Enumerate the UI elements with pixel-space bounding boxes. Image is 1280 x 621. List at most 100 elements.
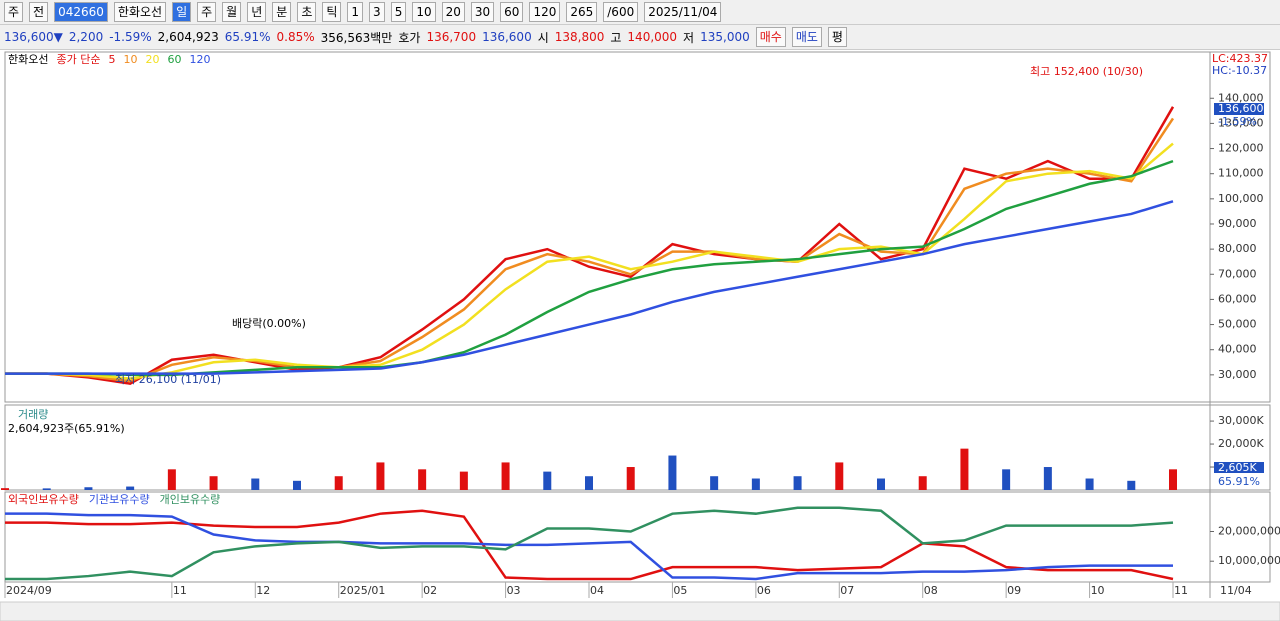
x-tick-label: 12 <box>256 584 270 597</box>
series-line <box>5 200 1174 375</box>
volume-bar <box>1085 478 1094 490</box>
y-tick-label: 100,000 <box>1218 192 1264 205</box>
lc-label: LC:423.37 <box>1212 52 1268 65</box>
toolbar-button[interactable]: 틱 <box>322 2 342 22</box>
series-line <box>5 506 1174 581</box>
series-line <box>5 117 1175 383</box>
toolbar-button[interactable]: 2025/11/04 <box>644 2 722 22</box>
legend-entry: 20 <box>145 53 159 66</box>
current-change: -1.59% <box>1218 115 1257 128</box>
toolbar-button[interactable]: 5 <box>390 2 407 22</box>
panel-title: 거래량 <box>18 408 48 421</box>
toolbar-text: 고 <box>610 30 622 45</box>
legend-entry: 5 <box>108 53 115 66</box>
toolbar-button[interactable]: 주 <box>197 2 217 22</box>
toolbar-button[interactable]: 년 <box>247 2 267 22</box>
volume-bar <box>418 469 427 490</box>
y-tick-label: 30,000K <box>1218 414 1264 427</box>
toolbar-text: 356,563백만 <box>320 30 393 45</box>
series-line <box>5 509 1174 581</box>
y-tick-label: 140,000 <box>1218 91 1264 104</box>
y-tick-label: 70,000 <box>1218 267 1257 280</box>
toolbar-top: 주 전 042660 한화오선 일 주 월 년 분 초 틱 1 3 5 10 20 30 60 120 265/600… <box>0 0 1280 25</box>
toolbar-button[interactable]: 매도 <box>791 27 822 47</box>
x-tick-label: 07 <box>840 584 854 597</box>
toolbar-button[interactable]: 3 <box>369 2 385 22</box>
y-tick-label: 20,000,000 <box>1218 525 1280 538</box>
toolbar-text: 2,604,923 <box>157 30 219 44</box>
toolbar-button[interactable]: 분 <box>272 2 292 22</box>
y-tick-label: 60,000 <box>1218 292 1257 305</box>
scrollbar <box>0 601 1280 621</box>
toolbar-button[interactable]: 1 <box>347 2 364 22</box>
panel-subtitle: 2,604,923주(65.91%) <box>8 422 125 435</box>
x-tick-label: 08 <box>924 584 938 597</box>
series-line <box>5 142 1174 380</box>
toolbar-button[interactable]: 60 <box>500 2 524 22</box>
last-volume-pct: 65.91% <box>1218 475 1260 488</box>
volume-bar <box>918 476 927 490</box>
legend-entry: 외국인보유수량 <box>8 493 79 506</box>
y-tick-label: 120,000 <box>1218 142 1264 155</box>
toolbar-button[interactable]: /600 <box>603 2 639 22</box>
volume-bar <box>376 462 385 490</box>
volume-bar <box>668 455 677 490</box>
legend-text: 종가 단순 <box>56 53 100 66</box>
y-tick-label: 130,000 <box>1218 116 1264 129</box>
y-tick-label: 50,000 <box>1218 318 1257 331</box>
toolbar-button[interactable]: 전 <box>29 2 49 22</box>
volume-bar <box>626 467 635 490</box>
toolbar-button[interactable]: 주 <box>4 2 24 22</box>
x-tick-label: 11 <box>173 584 187 597</box>
volume-bar <box>126 486 135 490</box>
legend-entry: 60 <box>167 53 181 66</box>
toolbar-button[interactable]: 20 <box>441 2 465 22</box>
legend-text: 한화오선 <box>8 53 48 66</box>
chart: 30,000 40,000 50,000 60,000 70,000 80,000 90,0… <box>0 51 1280 621</box>
toolbar-button[interactable]: 월 <box>222 2 242 22</box>
volume-bar <box>1 488 9 490</box>
toolbar-text: 138,800 <box>554 30 605 44</box>
volume-bar <box>793 476 802 490</box>
volume-bar <box>1043 467 1052 490</box>
volume-bar <box>960 448 969 490</box>
legend-entry: 120 <box>189 53 210 66</box>
toolbar-button[interactable]: 평 <box>827 27 847 47</box>
toolbar-button[interactable]: 265 <box>566 2 598 22</box>
volume-bar <box>877 478 885 490</box>
toolbar-button[interactable]: 30 <box>470 2 495 22</box>
x-tick-label: 02 <box>423 584 437 597</box>
high-label: 최고 152,400 (10/30) <box>1030 65 1143 78</box>
toolbar-text: 2,200 <box>68 30 104 44</box>
y-tick-label: 110,000 <box>1218 167 1264 180</box>
toolbar-quote: 136,600▼ 2,200 -1.59% 2,604,923 65.91% 0.85% 3… <box>0 25 1280 50</box>
toolbar-text: 136,600 <box>482 30 532 44</box>
toolbar-button[interactable]: 042660 <box>54 2 108 22</box>
x-tick-label: 2024/09 <box>6 584 52 597</box>
y-tick-label: 40,000 <box>1218 343 1257 356</box>
y-tick-label: 80,000 <box>1218 242 1257 255</box>
toolbar-button[interactable]: 매수 <box>755 27 786 47</box>
toolbar-text: -1.59% <box>109 30 152 44</box>
volume-bar <box>209 476 218 490</box>
dividend-label: 배당락(0.00%) <box>232 317 306 330</box>
toolbar-button[interactable]: 10 <box>412 2 436 22</box>
toolbar-button[interactable]: 120 <box>529 2 561 22</box>
toolbar-button[interactable]: 한화오선 <box>113 2 167 22</box>
last-volume: 2,605K <box>1218 461 1257 474</box>
x-tick-label: 10 <box>1091 584 1105 597</box>
y-tick-label: 90,000 <box>1218 217 1257 230</box>
x-tick-label: 04 <box>590 584 604 597</box>
date-label: 11/04 <box>1220 584 1252 597</box>
volume-bar <box>334 476 343 490</box>
volume-bar <box>543 471 552 490</box>
y-tick-label: 20,000K <box>1218 437 1264 450</box>
last-volume-box <box>1214 462 1264 473</box>
volume-bar <box>710 476 719 490</box>
volume-bar <box>585 476 593 490</box>
panel-frame <box>4 491 1271 583</box>
volume-bar <box>42 488 51 490</box>
toolbar-button[interactable]: 일 <box>172 2 192 22</box>
toolbar-button[interactable]: 초 <box>297 2 317 22</box>
toolbar-text: 136,600▼ <box>4 30 63 44</box>
